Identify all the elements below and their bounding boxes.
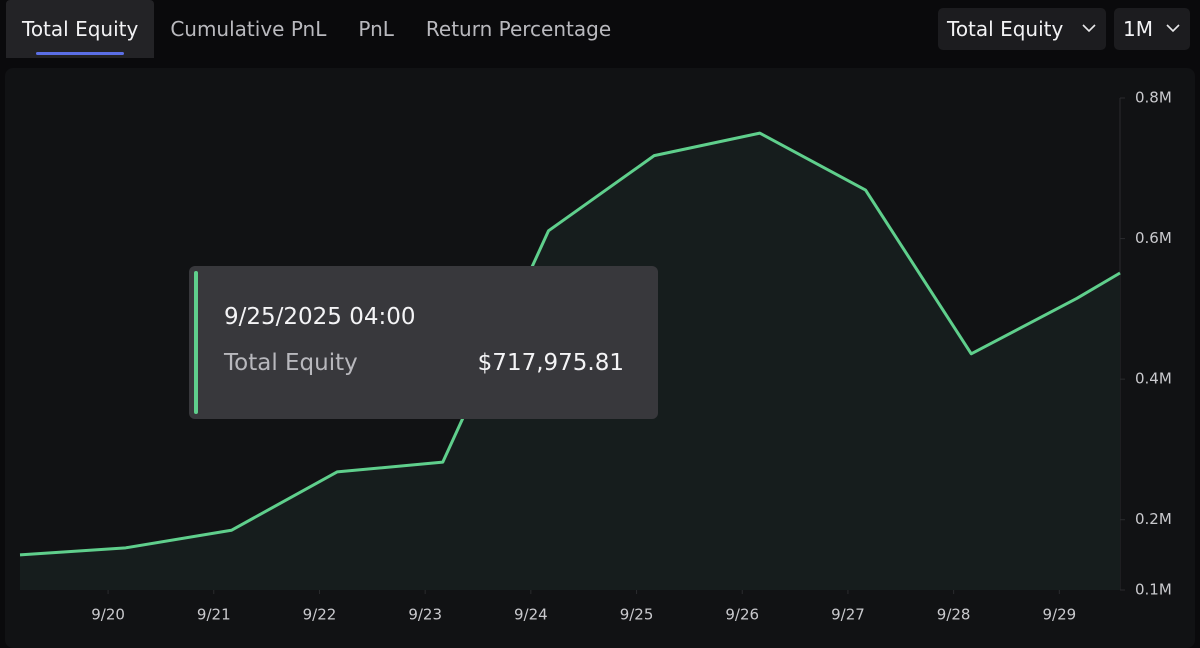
tab[interactable]: Return Percentage — [425, 17, 612, 41]
tooltip-date: 9/25/2025 04:00 — [224, 304, 416, 330]
tooltip-accent — [194, 271, 198, 414]
x-tick-label: 9/20 — [91, 606, 125, 624]
chevron — [1082, 24, 1096, 33]
y-tick-label: 0.6M — [1135, 229, 1172, 247]
x-tick-label: 9/25 — [620, 606, 654, 624]
line — [19, 131, 1121, 557]
chevron — [1166, 24, 1180, 33]
x-tick-label: 9/26 — [725, 606, 759, 624]
dropdown-label: Total Equity — [947, 17, 1064, 41]
x-tick-label: 9/28 — [937, 606, 971, 624]
y-tick-label: 0.8M — [1135, 89, 1172, 107]
y-tick-label: 0.2M — [1135, 510, 1172, 528]
x-tick-label: 9/22 — [303, 606, 337, 624]
dropdown-label: 1M — [1123, 17, 1153, 41]
tooltip-label: Total Equity — [224, 350, 358, 376]
x-tick-label: 9/29 — [1042, 606, 1076, 624]
x-tick-label: 9/23 — [408, 606, 442, 624]
tab[interactable]: Total Equity — [6, 0, 155, 58]
x-tick-label: 9/21 — [197, 606, 231, 624]
tab[interactable]: Cumulative PnL — [170, 17, 327, 41]
metric-dropdown[interactable]: Total Equity — [938, 8, 1106, 50]
tooltip-value: $717,975.81 — [477, 350, 624, 376]
tooltip: 9/25/2025 04:00 Total Equity $717,975.81 — [189, 266, 658, 419]
y-tick-label: 0.1M — [1135, 581, 1172, 599]
x-tick-label: 9/27 — [831, 606, 865, 624]
range-dropdown[interactable]: 1M — [1114, 8, 1190, 50]
tab[interactable]: PnL — [358, 17, 394, 41]
y-tick-label: 0.4M — [1135, 370, 1172, 388]
x-tick-label: 9/24 — [514, 606, 548, 624]
tab-bar: Total Equity Cumulative PnL PnL Return P… — [6, 0, 627, 58]
